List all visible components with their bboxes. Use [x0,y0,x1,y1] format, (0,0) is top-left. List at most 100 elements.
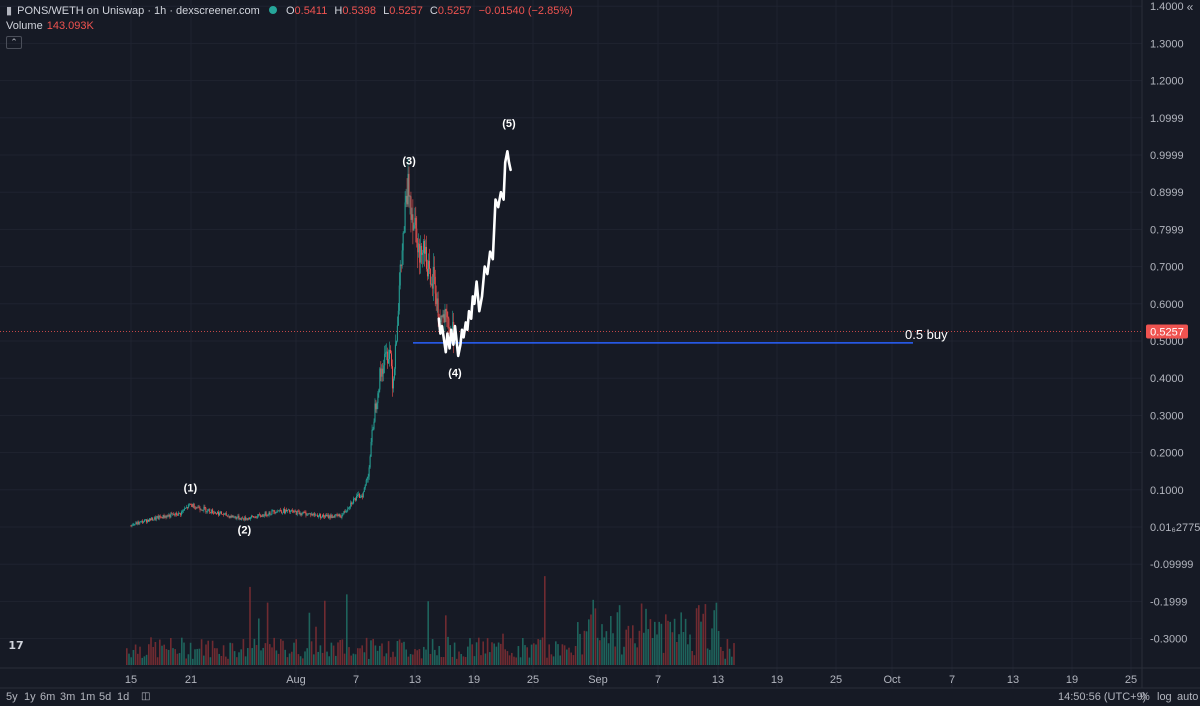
volume-bar [728,648,731,665]
candle-body [265,512,267,516]
volume-bar [396,641,399,665]
range-1d-button[interactable]: 1d [117,691,130,703]
y-tick-label: 0.1000 [1150,485,1184,497]
candle-body [444,309,446,323]
volume-bar [273,637,275,665]
candle-body [194,508,196,510]
range-5y-button[interactable]: 5y [6,691,18,703]
volume-bar [590,614,592,665]
volume-label: Volume [6,20,43,32]
candle-body [263,516,265,517]
candle-body [223,513,225,515]
volume-bar [284,649,286,665]
volume-bar [304,651,306,665]
volume-bar [282,640,284,665]
volume-bar [185,658,187,665]
volume-bar [541,637,544,665]
candle-body [401,250,403,267]
candle-body [276,511,278,513]
candle-body [204,506,206,509]
volume-bar [222,645,225,665]
volume-bar [568,647,570,665]
candle-body [170,513,172,518]
calendar-range-icon[interactable]: ◫ [141,691,151,702]
candle-body [295,511,297,515]
candle-body [144,519,146,522]
y-tick-label: 0.6000 [1150,299,1184,311]
volume-bar [588,619,590,665]
volume-bar [579,633,581,665]
volume-bar [165,649,168,665]
volume-bar [203,655,205,665]
candle-body [389,349,391,359]
candle-body [363,487,365,493]
volume-bar [343,653,346,665]
candle-body [262,514,264,517]
candle-body [412,214,414,231]
volume-bar [528,657,531,665]
candle-body [244,517,246,520]
volume-bar [574,645,577,665]
candle-body [343,511,345,515]
volume-bar [332,645,335,665]
candle-body [176,512,178,516]
candle-body [142,520,144,523]
candle-body [168,514,170,517]
volume-bar [471,644,473,665]
candle-body [447,317,449,319]
x-tick-label: 25 [830,674,842,686]
volume-bar [594,608,597,665]
candle-body [217,511,219,516]
percent-mode-button[interactable]: % [1140,691,1150,703]
volume-bar [535,644,537,665]
clock-display[interactable]: 14:50:56 (UTC+9) [1058,691,1147,703]
volume-bar [359,648,361,665]
volume-bar [280,639,282,665]
candle-body [145,519,147,520]
candle-body [271,510,273,515]
volume-bar [387,641,390,665]
volume-bar [607,643,610,665]
double-chevron-icon[interactable]: « [1186,0,1194,14]
volume-bar [383,656,385,665]
chevron-up-icon[interactable]: ⌃ [6,36,22,49]
volume-bar [484,653,487,665]
candle-body [409,196,411,197]
candle-body [156,516,158,518]
volume-bar [695,608,698,665]
candle-body [234,516,236,518]
volume-bar [676,642,678,665]
candle-body [289,511,291,513]
candle-body [217,511,219,514]
range-5d-button[interactable]: 5d [99,691,112,703]
open-value: 0.5411 [294,5,328,17]
candle-body [160,517,162,518]
candle-body [205,508,207,512]
tradingview-logo-icon[interactable]: 17 [5,637,27,655]
wave-label-5: (5) [502,118,516,130]
auto-mode-button[interactable]: auto [1177,691,1199,703]
candle-body [256,516,258,519]
range-6m-button[interactable]: 6m [40,691,56,703]
volume-bar [647,629,649,665]
candle-body [341,514,343,518]
candle-body [221,514,223,515]
range-1y-button[interactable]: 1y [24,691,36,703]
candle-body [326,515,328,517]
volume-bar [656,634,658,665]
volume-bar [346,594,348,665]
range-3m-button[interactable]: 3m [60,691,76,703]
candle-body [381,368,383,377]
volume-bar [513,656,515,665]
candle-body [376,403,378,410]
candle-body [281,511,283,513]
candle-body [270,514,272,515]
candle-body [162,515,164,519]
log-mode-button[interactable]: log [1157,691,1172,703]
candle-body [303,512,305,513]
candle-body [173,513,175,515]
range-1m-button[interactable]: 1m [80,691,96,703]
volume-bar [427,601,429,665]
x-tick-label: 19 [468,674,480,686]
